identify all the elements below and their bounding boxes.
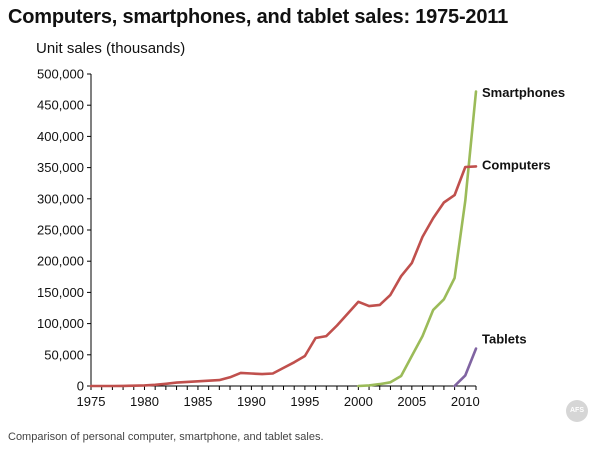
x-tick-label: 1995 (290, 394, 319, 409)
series-lines (89, 90, 478, 388)
line-chart: 0 50,000 100,000 150,000 200,000 250,000 300,0… (37, 67, 565, 410)
series-line-computers (89, 165, 478, 388)
watermark-logo: AFS (566, 400, 588, 422)
x-tick-label: 2010 (451, 394, 480, 409)
y-tick-label: 300,000 (37, 191, 84, 206)
y-tick-label: 100,000 (37, 316, 84, 331)
x-tick-label: 1985 (183, 394, 212, 409)
x-tick-label: 1990 (237, 394, 266, 409)
series-label-smartphones: Smartphones (482, 85, 565, 100)
x-tick-label: 2000 (344, 394, 373, 409)
y-tick-label: 450,000 (37, 98, 84, 113)
series-line-tablets (453, 347, 478, 388)
series-labels: Smartphones Computers Tablets (482, 85, 565, 347)
y-tick-label: 400,000 (37, 129, 84, 144)
series-label-tablets: Tablets (482, 332, 527, 347)
series-line-smartphones (357, 90, 478, 388)
y-tick-label: 500,000 (37, 67, 84, 82)
y-tick-label: 250,000 (37, 223, 84, 238)
y-tick-label: 0 (77, 379, 84, 394)
y-tick-label: 350,000 (37, 160, 84, 175)
y-tick-label: 200,000 (37, 254, 84, 269)
y-tick-label: 150,000 (37, 285, 84, 300)
tick-labels: 0 50,000 100,000 150,000 200,000 250,000 300,0… (37, 67, 480, 410)
series-label-computers: Computers (482, 157, 551, 172)
y-tick-label: 50,000 (44, 347, 84, 362)
x-tick-label: 2005 (397, 394, 426, 409)
figure-caption: Comparison of personal computer, smartph… (8, 431, 324, 443)
x-tick-label: 1975 (77, 394, 106, 409)
chart-title: Computers, smartphones, and tablet sales… (8, 6, 508, 28)
y-axis-label: Unit sales (thousands) (36, 40, 186, 57)
x-tick-label: 1980 (130, 394, 159, 409)
